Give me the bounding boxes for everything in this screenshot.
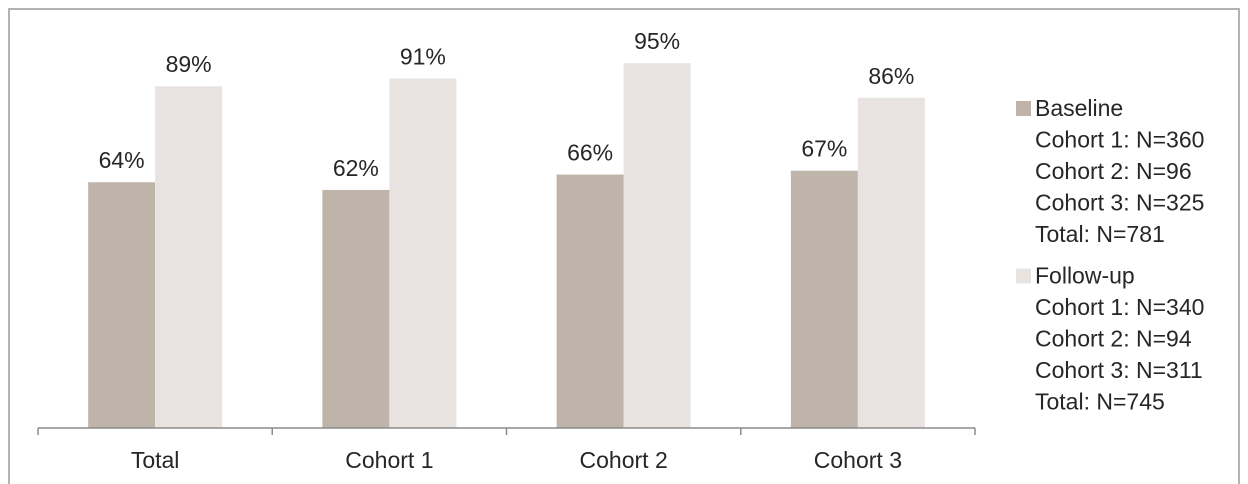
value-label: 62% — [333, 155, 379, 181]
value-label: 89% — [166, 51, 212, 77]
legend-detail-line: Cohort 2: N=94 — [1035, 326, 1192, 352]
bars-group — [88, 63, 925, 429]
bar-follow-up-cohort-3 — [857, 97, 925, 428]
x-axis: Total Cohort 1 Cohort 2 Cohort 3 — [37, 427, 976, 473]
legend-series-name: Baseline — [1035, 95, 1123, 121]
bar-baseline-cohort-3 — [790, 170, 858, 428]
value-labels-group: 64% 89% 62% 91% 66% 95% 67% 86% — [99, 28, 915, 181]
value-label: 67% — [801, 136, 847, 162]
x-tick-label: Cohort 3 — [814, 447, 902, 473]
legend-detail-line: Cohort 2: N=96 — [1035, 158, 1192, 184]
value-label: 66% — [567, 140, 613, 166]
bar-baseline-cohort-1 — [322, 189, 390, 428]
legend-swatch — [1016, 268, 1031, 284]
legend-detail-line: Cohort 1: N=340 — [1035, 294, 1204, 320]
bar-baseline-total — [88, 182, 156, 428]
bar-follow-up-cohort-1 — [389, 78, 457, 428]
legend: Baseline Cohort 1: N=360 Cohort 2: N=96 Coh… — [1016, 95, 1204, 415]
legend-detail-line: Total: N=781 — [1035, 221, 1165, 247]
legend-detail-line: Cohort 1: N=360 — [1035, 127, 1204, 153]
value-label: 86% — [868, 63, 914, 89]
x-tick-label: Total — [131, 447, 180, 473]
value-label: 91% — [400, 44, 446, 70]
chart-frame — [8, 8, 1240, 484]
legend-detail-line: Total: N=745 — [1035, 389, 1165, 415]
legend-detail-line: Cohort 3: N=311 — [1035, 357, 1203, 383]
value-label: 64% — [99, 147, 145, 173]
x-tick-label: Cohort 2 — [580, 447, 668, 473]
legend-swatch — [1016, 101, 1031, 116]
bar-follow-up-total — [155, 86, 223, 429]
x-tick-label: Cohort 1 — [345, 447, 433, 473]
legend-series-name: Follow-up — [1035, 263, 1135, 289]
bar-baseline-cohort-2 — [556, 174, 624, 428]
legend-detail-line: Cohort 3: N=325 — [1035, 190, 1204, 216]
bar-follow-up-cohort-2 — [623, 63, 691, 428]
value-label: 95% — [634, 28, 680, 54]
